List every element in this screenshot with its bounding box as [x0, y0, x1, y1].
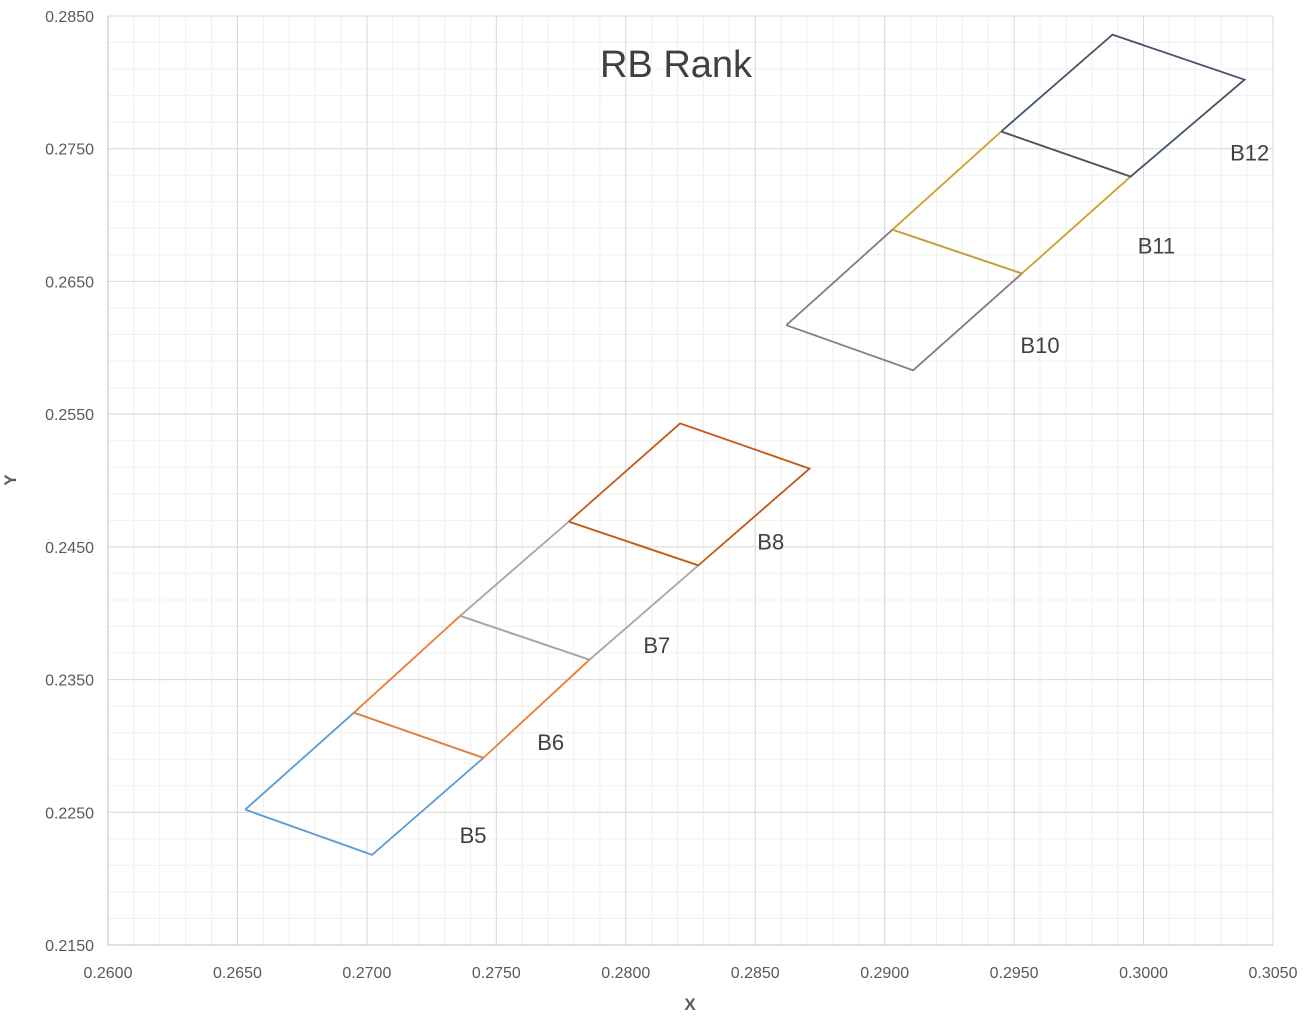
label-b8: B8 [757, 530, 784, 555]
x-tick-labels: 0.2600 0.2650 0.2700 0.2750 0.2800 0.2850 0.29… [84, 965, 1298, 982]
y-tick-label: 0.2650 [45, 274, 94, 291]
chart-title: RB Rank [600, 44, 753, 86]
x-tick-label: 0.3000 [1119, 965, 1168, 982]
y-tick-label: 0.2250 [45, 805, 94, 822]
y-tick-label: 0.2150 [45, 938, 94, 955]
x-tick-label: 0.2650 [213, 965, 262, 982]
label-b7: B7 [643, 633, 670, 658]
series-b10-outline [785, 228, 1024, 372]
axes [107, 16, 1273, 946]
series-b12-outline [1000, 33, 1247, 178]
label-b6: B6 [537, 730, 564, 755]
x-tick-label: 0.2950 [990, 965, 1039, 982]
label-b10: B10 [1020, 333, 1059, 358]
label-b12: B12 [1230, 141, 1269, 166]
minor-grid [108, 16, 1273, 945]
y-axis-label: Y [1, 474, 20, 486]
x-tick-label: 0.2800 [601, 965, 650, 982]
y-tick-labels: 0.2850 0.2750 0.2650 0.2550 0.2450 0.2350 0.22… [45, 9, 94, 955]
region-labels: B5 B6 B7 B8 B10 B11 B12 [460, 141, 1270, 848]
y-tick-label: 0.2450 [45, 540, 94, 557]
series-b11-outline [891, 130, 1133, 275]
y-tick-label: 0.2550 [45, 407, 94, 424]
x-tick-label: 0.2700 [342, 965, 391, 982]
x-tick-label: 0.3050 [1249, 965, 1298, 982]
x-tick-label: 0.2850 [731, 965, 780, 982]
label-b11: B11 [1138, 234, 1176, 259]
y-tick-label: 0.2750 [45, 142, 94, 159]
series-b5-outline [244, 711, 486, 856]
x-tick-label: 0.2600 [84, 965, 133, 982]
series-b8-outline [568, 422, 812, 567]
series-group [244, 33, 1247, 856]
label-b5: B5 [460, 823, 487, 848]
x-axis-label: X [684, 995, 696, 1014]
y-tick-label: 0.2350 [45, 673, 94, 690]
y-tick-label: 0.2850 [45, 9, 94, 26]
x-tick-label: 0.2750 [472, 965, 521, 982]
major-grid [107, 15, 1274, 946]
x-tick-label: 0.2900 [860, 965, 909, 982]
